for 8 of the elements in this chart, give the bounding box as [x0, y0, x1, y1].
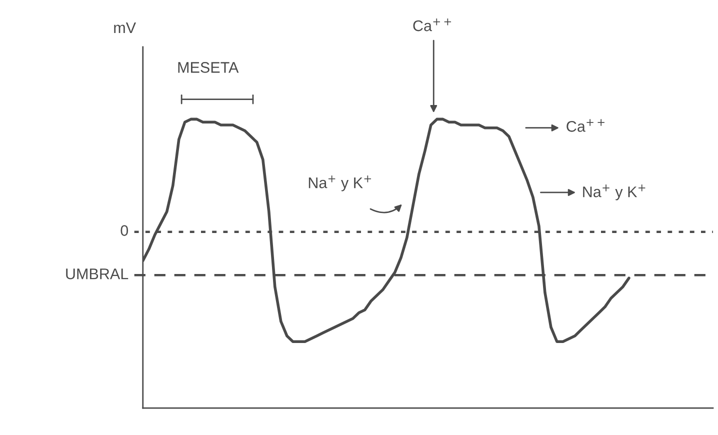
ref-line-label: UMBRAL [66, 268, 128, 280]
annotation: Ca$^{++}$ [566, 119, 604, 132]
text: Ca$^{++}$ [413, 18, 452, 32]
text: MESETA [178, 62, 239, 73]
annotation: Na$^{+}$ y K$^{+}$ [583, 184, 646, 200]
text: mV [114, 22, 136, 33]
annotation: Na$^{+}$ y K$^{+}$ [308, 176, 372, 192]
text: 0 [120, 225, 128, 236]
